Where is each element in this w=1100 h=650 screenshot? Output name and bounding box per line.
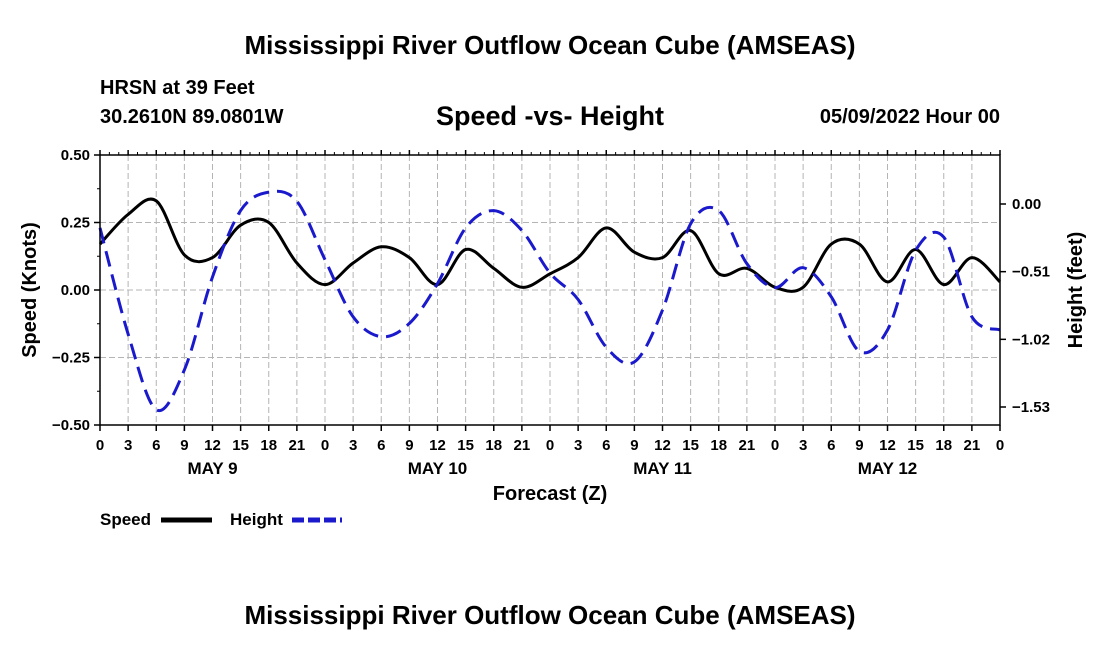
day-label: MAY 10	[408, 459, 468, 478]
grid-layer	[100, 155, 1000, 425]
x-tick-label: 3	[349, 437, 357, 454]
x-tick-label: 18	[485, 437, 502, 454]
x-tick-label: 6	[377, 437, 385, 454]
day-label: MAY 9	[187, 459, 237, 478]
x-tick-label: 15	[232, 437, 249, 454]
y-tick-label: −0.25	[52, 350, 90, 367]
x-tick-label: 15	[457, 437, 474, 454]
x-tick-label: 21	[289, 437, 306, 454]
x-tick-label: 9	[180, 437, 188, 454]
x-tick-label: 3	[124, 437, 132, 454]
x-tick-label: 12	[654, 437, 671, 454]
forecast-datetime: 05/09/2022 Hour 00	[819, 106, 1000, 128]
station-name: HRSN at 39 Feet	[100, 77, 255, 99]
x-tick-label: 0	[96, 437, 104, 454]
y-tick-label: 0.50	[61, 147, 90, 164]
x-tick-label: 9	[630, 437, 638, 454]
x-tick-label: 18	[710, 437, 727, 454]
x-tick-label: 9	[405, 437, 413, 454]
station-coordinates: 30.2610N 89.0801W	[100, 106, 284, 128]
y2-tick-label: −0.51	[1012, 264, 1050, 281]
day-label: MAY 11	[633, 459, 692, 478]
y-axis-label: Speed (Knots)	[19, 222, 41, 358]
x-tick-label: 12	[204, 437, 221, 454]
x-tick-label: 0	[546, 437, 554, 454]
legend-speed-label: Speed	[100, 510, 152, 529]
x-tick-label: 6	[827, 437, 835, 454]
legend-height-label: Height	[230, 510, 283, 529]
chart-subtitle: Speed -vs- Height	[435, 101, 665, 131]
x-tick-label: 21	[964, 437, 981, 454]
day-label: MAY 12	[858, 459, 918, 478]
x-tick-label: 3	[574, 437, 582, 454]
x-tick-label: 6	[602, 437, 610, 454]
series-line-height	[98, 189, 1001, 413]
x-tick-label: 6	[152, 437, 160, 454]
series-layer	[98, 189, 1002, 413]
y-tick-label: 0.25	[61, 215, 90, 232]
x-tick-label: 21	[514, 437, 531, 454]
x-tick-label: 12	[879, 437, 896, 454]
x-tick-label: 18	[935, 437, 952, 454]
y2-tick-label: 0.00	[1012, 196, 1041, 213]
y-tick-label: −0.50	[52, 417, 90, 434]
chart-title: Mississippi River Outflow Ocean Cube (AM…	[244, 30, 856, 60]
footer-title: Mississippi River Outflow Ocean Cube (AM…	[244, 600, 856, 630]
x-tick-label: 18	[260, 437, 277, 454]
x-tick-label: 21	[739, 437, 756, 454]
y2-axis-label: Height (feet)	[1065, 232, 1087, 349]
x-tick-label: 12	[429, 437, 446, 454]
x-tick-label: 3	[799, 437, 807, 454]
x-tick-label: 0	[996, 437, 1004, 454]
series-line-speed	[98, 197, 1002, 293]
x-tick-label: 0	[321, 437, 329, 454]
x-tick-label: 9	[855, 437, 863, 454]
x-tick-label: 0	[771, 437, 779, 454]
tick-layer: 0 3 6 9 12 15 18 21 0 3 6 9 12 15 18 21 0 3 6 9 12 15 18 21 0 3 6 9…	[52, 147, 1050, 478]
x-axis-label: Forecast (Z)	[493, 483, 607, 505]
y2-tick-label: −1.53	[1012, 399, 1050, 416]
x-tick-label: 15	[907, 437, 924, 454]
y-tick-label: 0.00	[61, 282, 90, 299]
x-tick-label: 15	[682, 437, 699, 454]
y2-tick-label: −1.02	[1012, 331, 1050, 348]
